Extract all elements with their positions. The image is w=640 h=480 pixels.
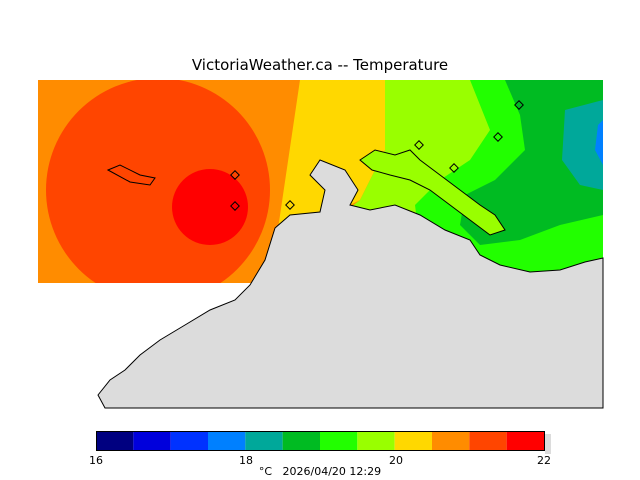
station-marker	[230, 201, 240, 211]
legend-swatch	[133, 431, 171, 451]
legend-swatch	[208, 431, 246, 451]
color-scale-legend	[96, 431, 551, 454]
station-marker	[414, 140, 424, 150]
station-marker	[514, 100, 524, 110]
legend-border	[96, 431, 545, 451]
legend-swatch	[320, 431, 358, 451]
legend-swatch	[432, 431, 470, 451]
legend-swatch	[357, 431, 395, 451]
station-marker	[493, 132, 503, 142]
legend-swatch	[170, 431, 208, 451]
legend-shadow	[545, 434, 551, 454]
legend-swatch	[394, 431, 432, 451]
legend-swatch	[506, 431, 544, 451]
timestamp: 2026/04/20 12:29	[282, 465, 382, 478]
peninsula-outline	[359, 149, 506, 236]
legend-swatch	[245, 431, 283, 451]
units-label: °C	[258, 465, 273, 478]
island-outline	[106, 164, 156, 186]
legend-caption: °C 2026/04/20 12:29	[0, 465, 640, 478]
legend-swatch	[469, 431, 507, 451]
legend-tick-20: 20	[389, 454, 403, 467]
legend-swatch	[282, 431, 320, 451]
station-markers	[230, 100, 524, 211]
legend-tick-18: 18	[239, 454, 253, 467]
station-marker	[285, 200, 295, 210]
landmass	[97, 159, 604, 409]
map-title: VictoriaWeather.ca -- Temperature	[191, 56, 449, 74]
station-marker	[449, 163, 459, 173]
legend-tick-min: 16	[89, 454, 103, 467]
legend-swatch	[96, 431, 134, 451]
station-marker	[230, 170, 240, 180]
legend-tick-max: 22	[537, 454, 551, 467]
